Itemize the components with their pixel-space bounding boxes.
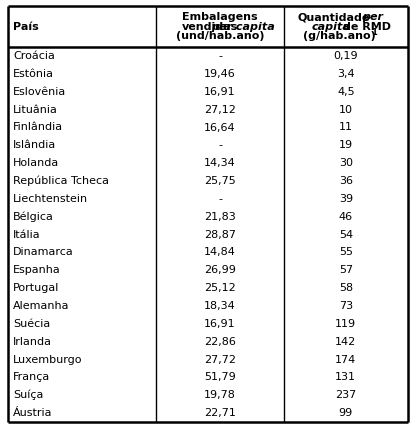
Text: 99: 99	[339, 408, 353, 418]
Text: Espanha: Espanha	[13, 265, 61, 275]
Text: 30: 30	[339, 158, 353, 168]
Text: Eslovênia: Eslovênia	[13, 87, 67, 97]
Text: 14,84: 14,84	[204, 247, 236, 258]
Text: 4,5: 4,5	[337, 87, 354, 97]
Text: 58: 58	[339, 283, 353, 293]
Text: 237: 237	[335, 390, 357, 400]
Text: 54: 54	[339, 230, 353, 240]
Text: 22,71: 22,71	[204, 408, 236, 418]
Text: -: -	[218, 140, 222, 150]
Text: -: -	[218, 194, 222, 204]
Text: vendidas: vendidas	[181, 22, 238, 32]
Text: 27,12: 27,12	[204, 105, 236, 115]
Text: 22,86: 22,86	[204, 337, 236, 347]
Text: 14,34: 14,34	[204, 158, 236, 168]
Text: Holanda: Holanda	[13, 158, 59, 168]
Text: 119: 119	[335, 319, 357, 329]
Text: capita: capita	[312, 22, 351, 32]
Text: 51,79: 51,79	[204, 372, 236, 382]
Text: Áustria: Áustria	[13, 408, 53, 418]
Text: Luxemburgo: Luxemburgo	[13, 354, 83, 365]
Text: de RMD: de RMD	[343, 22, 391, 32]
Text: 27,72: 27,72	[204, 354, 236, 365]
Text: (g/hab.ano): (g/hab.ano)	[303, 31, 376, 41]
Text: 16,91: 16,91	[204, 87, 236, 97]
Text: 57: 57	[339, 265, 353, 275]
Text: 36: 36	[339, 176, 353, 186]
Text: Islândia: Islândia	[13, 140, 57, 150]
Text: 10: 10	[339, 105, 353, 115]
Text: Lituânia: Lituânia	[13, 105, 58, 115]
Text: Portugal: Portugal	[13, 283, 59, 293]
Text: Embalagens: Embalagens	[182, 12, 258, 23]
Text: 19,46: 19,46	[204, 69, 236, 79]
Text: Quantidade: Quantidade	[297, 12, 369, 23]
Text: 3,4: 3,4	[337, 69, 354, 79]
Text: Estônia: Estônia	[13, 69, 54, 79]
Text: França: França	[13, 372, 51, 382]
Text: 18,34: 18,34	[204, 301, 236, 311]
Text: (und/hab.ano): (und/hab.ano)	[176, 31, 264, 41]
Text: Itália: Itália	[13, 230, 41, 240]
Text: 131: 131	[335, 372, 356, 382]
Text: 11: 11	[339, 122, 353, 133]
Text: 142: 142	[335, 337, 357, 347]
Text: 19: 19	[339, 140, 353, 150]
Text: 16,64: 16,64	[204, 122, 236, 133]
Text: -: -	[218, 51, 222, 61]
Text: per capita: per capita	[211, 22, 275, 32]
Text: 21,83: 21,83	[204, 212, 236, 222]
Text: 25,12: 25,12	[204, 283, 236, 293]
Text: Liechtenstein: Liechtenstein	[13, 194, 89, 204]
Text: 16,91: 16,91	[204, 319, 236, 329]
Text: per: per	[362, 12, 383, 23]
Text: 26,99: 26,99	[204, 265, 236, 275]
Text: 46: 46	[339, 212, 353, 222]
Text: 39: 39	[339, 194, 353, 204]
Text: Dinamarca: Dinamarca	[13, 247, 74, 258]
Text: País: País	[13, 22, 39, 32]
Text: 174: 174	[335, 354, 357, 365]
Text: Suíça: Suíça	[13, 390, 44, 400]
Text: 73: 73	[339, 301, 353, 311]
Text: Suécia: Suécia	[13, 319, 51, 329]
Text: 1: 1	[371, 28, 377, 37]
Text: Finlândia: Finlândia	[13, 122, 63, 133]
Text: 28,87: 28,87	[204, 230, 236, 240]
Text: 25,75: 25,75	[204, 176, 236, 186]
Text: 55: 55	[339, 247, 353, 258]
Text: Croácia: Croácia	[13, 51, 55, 61]
Text: Bélgica: Bélgica	[13, 212, 54, 222]
Text: República Tcheca: República Tcheca	[13, 176, 109, 186]
Text: 19,78: 19,78	[204, 390, 236, 400]
Text: Alemanha: Alemanha	[13, 301, 70, 311]
Text: Irlanda: Irlanda	[13, 337, 52, 347]
Text: 0,19: 0,19	[334, 51, 358, 61]
